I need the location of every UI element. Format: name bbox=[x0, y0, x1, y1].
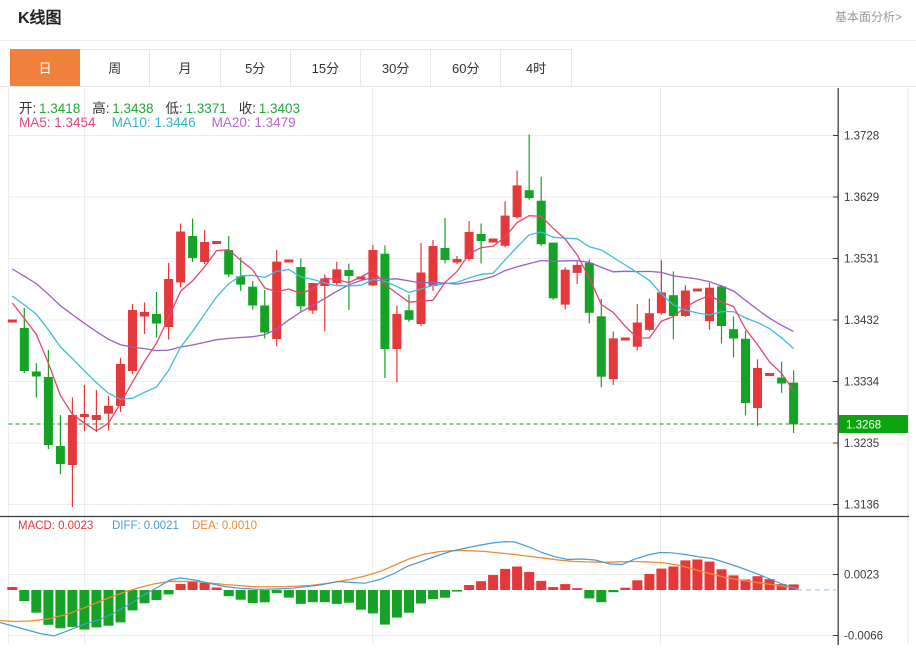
svg-text:-0.0066: -0.0066 bbox=[844, 631, 883, 643]
svg-text:DEA:0.0010: DEA: 0.0010 bbox=[192, 520, 257, 532]
svg-text:1.3629: 1.3629 bbox=[844, 192, 879, 204]
svg-text:1.3432: 1.3432 bbox=[844, 315, 879, 327]
svg-text:0.0023: 0.0023 bbox=[844, 570, 879, 582]
svg-text:MACD:0.0023: MACD: 0.0023 bbox=[18, 520, 93, 532]
svg-text:1.3268: 1.3268 bbox=[846, 420, 881, 432]
svg-text:1.3235: 1.3235 bbox=[844, 438, 879, 450]
svg-text:1.3531: 1.3531 bbox=[844, 254, 879, 266]
svg-text:1.3728: 1.3728 bbox=[844, 131, 879, 143]
svg-text:1.3334: 1.3334 bbox=[844, 377, 880, 389]
svg-text:DIFF:0.0021: DIFF: 0.0021 bbox=[112, 520, 179, 532]
svg-text:1.3136: 1.3136 bbox=[844, 500, 879, 512]
